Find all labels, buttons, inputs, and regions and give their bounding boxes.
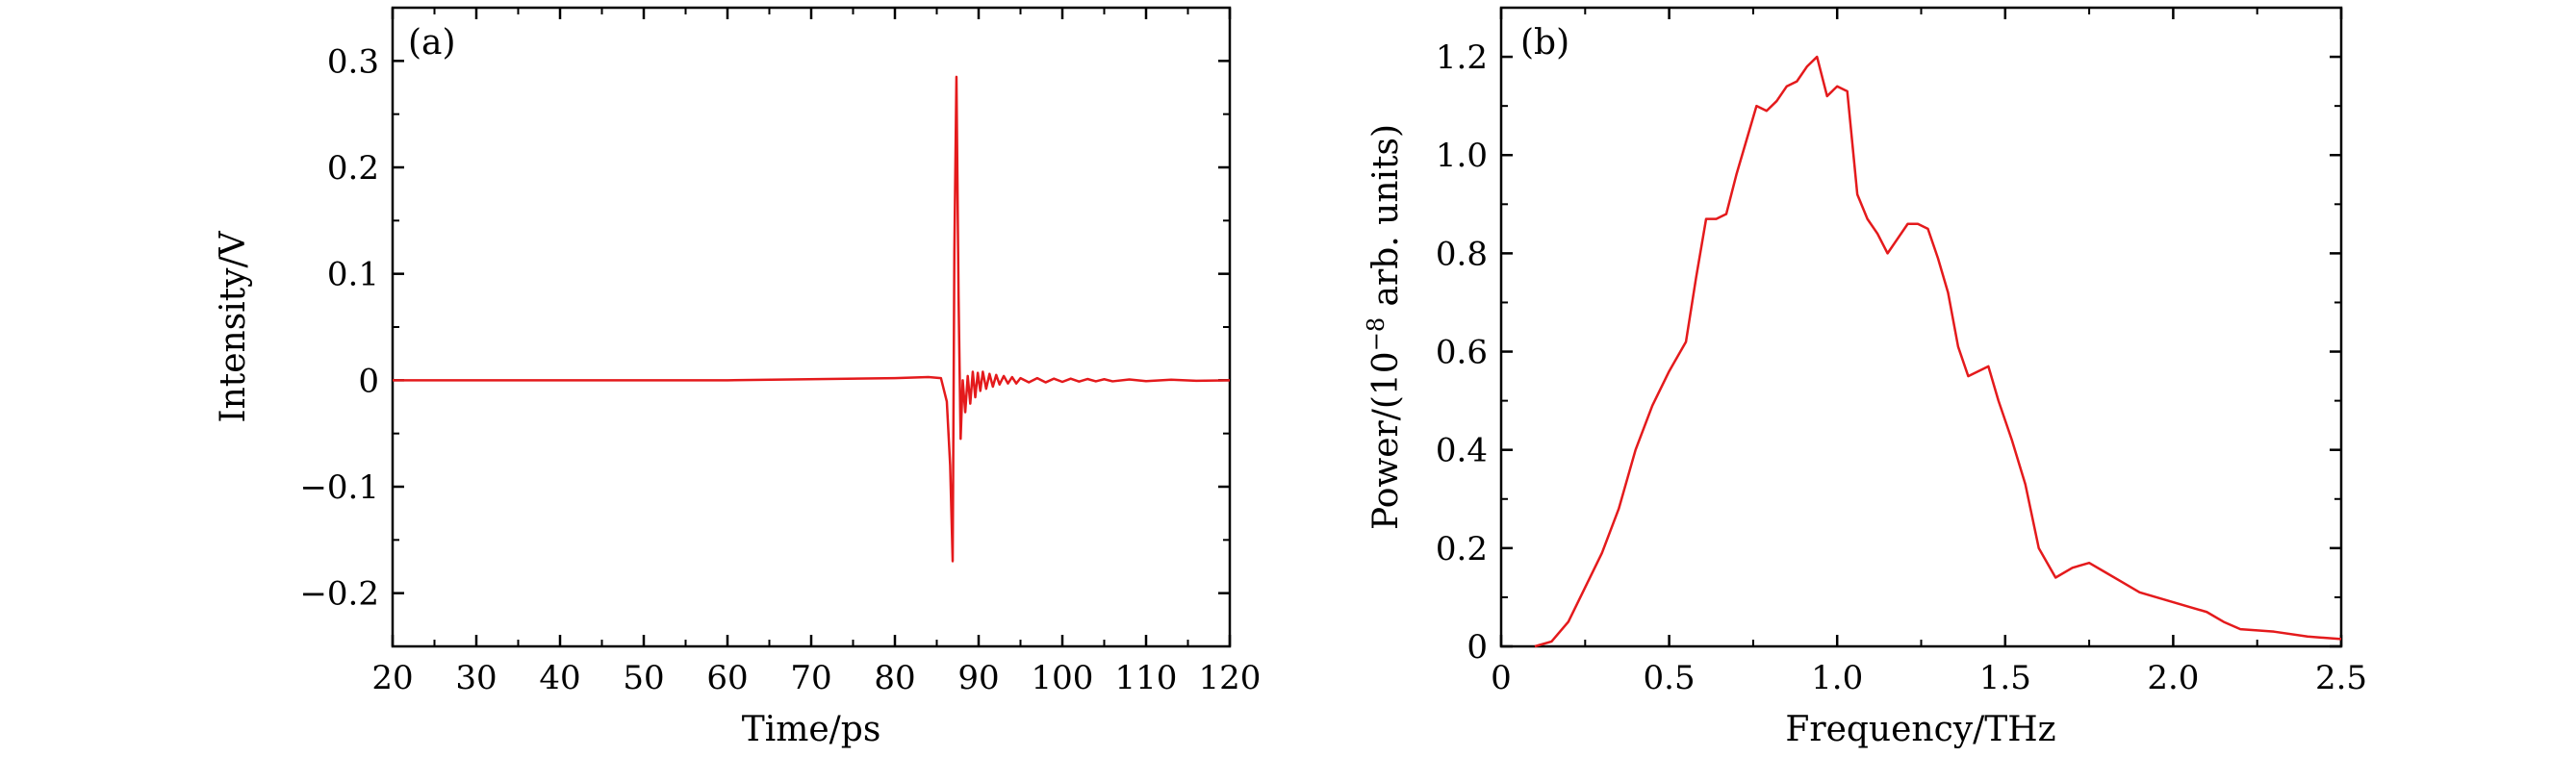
panel-a-y-tick-label: −0.2 <box>299 575 379 614</box>
panel-a: 20 30 40 50 60 70 80 90 100 110 120 −0.2 −0.1 0 0.1 0.… <box>214 6 1261 749</box>
panel-b-spectrum-line <box>1534 55 2342 648</box>
panel-b-x-tick-label: 2.0 <box>2147 659 2199 697</box>
panel-b-y-axis-title-prefix: Power/(10 <box>1366 351 1406 530</box>
panel-a-plot-frame <box>391 6 1232 648</box>
panel-a-y-ticks <box>393 7 1230 647</box>
panel-a-x-tick-label: 110 <box>1115 659 1178 697</box>
panel-b-y-axis-title: Power/(10−8 arb. units) <box>1363 124 1406 530</box>
panel-a-label: (a) <box>408 23 456 63</box>
panel-b-y-tick-label: 0.2 <box>1436 530 1488 568</box>
panel-a-x-tick-label: 20 <box>371 659 413 697</box>
panel-a-x-tick-label: 50 <box>623 659 664 697</box>
panel-b-y-tick-label: 0.4 <box>1436 432 1488 470</box>
panel-a-x-tick-label: 70 <box>790 659 831 697</box>
panel-a-y-axis-title: Intensity/V <box>214 230 253 422</box>
panel-a-x-tick-label: 80 <box>874 659 915 697</box>
panel-a-x-tick-label: 30 <box>455 659 497 697</box>
panel-b-y-axis-title-suffix: arb. units) <box>1366 124 1406 317</box>
panel-b-x-tick-label: 1.0 <box>1811 659 1863 697</box>
panel-b: 0 0.5 1.0 1.5 2.0 2.5 0 0.2 0.4 0.6 0.8 1.0 1.2 (b)… <box>1363 6 2367 749</box>
panel-a-x-axis-title: Time/ps <box>742 710 881 749</box>
panel-b-x-tick-label: 1.5 <box>1979 659 2031 697</box>
panel-b-x-axis-title: Frequency/THz <box>1785 710 2055 749</box>
panel-a-y-tick-labels: −0.2 −0.1 0 0.1 0.2 0.3 <box>299 42 379 613</box>
panel-b-x-tick-label: 2.5 <box>2315 659 2367 697</box>
panel-b-y-tick-label: 1.2 <box>1436 38 1488 77</box>
panel-a-x-tick-label: 120 <box>1199 659 1262 697</box>
panel-a-x-tick-label: 100 <box>1032 659 1094 697</box>
panel-a-y-tick-label: 0 <box>358 362 379 400</box>
panel-a-y-tick-label: 0.1 <box>327 256 379 294</box>
panel-a-y-tick-label: 0.2 <box>327 149 379 188</box>
panel-b-y-tick-label: 0.8 <box>1436 235 1488 273</box>
panel-b-y-tick-label: 1.0 <box>1436 137 1488 175</box>
panel-a-x-tick-label: 40 <box>539 659 580 697</box>
panel-b-label: (b) <box>1520 23 1569 63</box>
panel-a-y-tick-label: 0.3 <box>327 42 379 81</box>
panel-b-x-tick-label: 0.5 <box>1644 659 1696 697</box>
panel-a-y-tick-label: −0.1 <box>299 468 379 507</box>
panel-b-x-tick-labels: 0 0.5 1.0 1.5 2.0 2.5 <box>1491 659 2367 697</box>
panel-b-plot-frame <box>1499 6 2343 648</box>
panel-b-y-tick-label: 0.6 <box>1436 334 1488 372</box>
panel-a-x-tick-labels: 20 30 40 50 60 70 80 90 100 110 120 <box>371 659 1261 697</box>
panel-b-y-ticks <box>1501 7 2341 648</box>
panel-b-y-axis-title-exponent: −8 <box>1363 317 1390 351</box>
panel-a-x-tick-label: 60 <box>706 659 748 697</box>
panel-a-x-tick-label: 90 <box>957 659 999 697</box>
panel-b-y-tick-labels: 0 0.2 0.4 0.6 0.8 1.0 1.2 <box>1436 38 1488 667</box>
panel-b-y-tick-label: 0 <box>1467 628 1488 667</box>
panel-a-waveform-line <box>393 75 1231 563</box>
panel-b-x-tick-label: 0 <box>1491 659 1512 697</box>
panel-b-x-ticks <box>1499 8 2343 646</box>
panel-a-x-ticks <box>391 8 1232 646</box>
